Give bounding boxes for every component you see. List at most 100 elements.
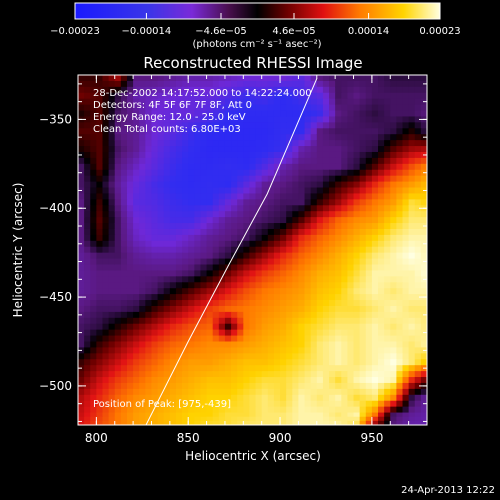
heatmap-cell xyxy=(237,187,244,195)
heatmap-cell xyxy=(335,246,342,254)
heatmap-cell xyxy=(96,110,104,118)
heatmap-cell xyxy=(145,163,153,171)
heatmap-cell xyxy=(322,140,330,147)
heatmap-cell xyxy=(267,193,275,200)
heatmap-cell xyxy=(267,110,275,118)
y-tick-label: −400 xyxy=(39,201,72,215)
annotation-detectors: Detectors: 4F 5F 6F 7F 8F, Att 0 xyxy=(93,100,252,111)
heatmap-cell xyxy=(249,382,257,390)
heatmap-cell xyxy=(169,416,177,422)
heatmap-cell xyxy=(249,300,257,307)
heatmap-cell xyxy=(163,252,171,260)
heatmap-cell xyxy=(206,276,214,283)
heatmap-cell xyxy=(90,151,97,159)
heatmap-cell xyxy=(212,187,220,195)
heatmap-cell xyxy=(206,264,214,272)
heatmap-cell xyxy=(169,341,177,349)
heatmap-cell xyxy=(151,347,159,354)
heatmap-cell xyxy=(108,353,116,360)
heatmap-cell xyxy=(237,282,244,289)
heatmap-cell xyxy=(182,323,189,331)
heatmap-cell xyxy=(206,394,214,402)
heatmap-cell xyxy=(390,347,397,354)
heatmap-cell xyxy=(96,122,104,129)
heatmap-cell xyxy=(188,388,195,396)
heatmap-cell xyxy=(335,169,342,177)
heatmap-cell xyxy=(133,110,140,118)
heatmap-cell xyxy=(243,187,251,195)
heatmap-cell xyxy=(378,157,385,165)
heatmap-cell xyxy=(102,140,110,147)
heatmap-cell xyxy=(347,75,355,82)
heatmap-cell xyxy=(273,223,281,230)
heatmap-cell xyxy=(273,104,281,112)
heatmap-cell xyxy=(365,80,373,88)
heatmap-cell xyxy=(194,258,202,266)
heatmap-cell xyxy=(261,329,269,337)
heatmap-cell xyxy=(224,264,232,272)
heatmap-cell xyxy=(151,146,159,153)
heatmap-cell xyxy=(335,122,342,129)
heatmap-cell xyxy=(335,335,342,343)
heatmap-cell xyxy=(194,217,202,224)
heatmap-cell xyxy=(298,406,306,414)
heatmap-cell xyxy=(224,193,232,200)
heatmap-cell xyxy=(169,75,177,82)
heatmap-cell xyxy=(286,347,293,354)
heatmap-cell xyxy=(231,75,238,82)
heatmap-cell xyxy=(353,223,361,230)
heatmap-cell xyxy=(402,104,410,112)
heatmap-cell xyxy=(157,163,165,171)
heatmap-cell xyxy=(249,347,257,354)
heatmap-cell xyxy=(96,329,104,337)
heatmap-cell xyxy=(78,234,85,242)
heatmap-cell xyxy=(194,300,202,307)
heatmap-cell xyxy=(102,258,110,266)
heatmap-cell xyxy=(335,258,342,266)
heatmap-cell xyxy=(322,98,330,106)
heatmap-cell xyxy=(341,234,348,242)
heatmap-cell xyxy=(341,157,348,165)
heatmap-cell xyxy=(371,317,379,325)
heatmap-cell xyxy=(365,359,373,366)
heatmap-cell xyxy=(243,317,251,325)
heatmap-cell xyxy=(420,86,427,94)
heatmap-cell xyxy=(280,335,287,343)
heatmap-cell xyxy=(310,193,318,200)
heatmap-cell xyxy=(316,86,324,94)
heatmap-cell xyxy=(145,75,153,82)
heatmap-cell xyxy=(218,104,226,112)
heatmap-cell xyxy=(84,365,91,372)
heatmap-cell xyxy=(249,388,257,396)
heatmap-cell xyxy=(310,276,318,283)
heatmap-cell xyxy=(304,98,312,106)
heatmap-cell xyxy=(108,377,116,384)
heatmap-cell xyxy=(231,128,238,135)
heatmap-cell xyxy=(310,294,318,301)
heatmap-cell xyxy=(396,288,404,295)
heatmap-cell xyxy=(335,199,342,206)
heatmap-cell xyxy=(212,223,220,230)
heatmap-cell xyxy=(390,329,397,337)
heatmap-cell xyxy=(169,98,177,106)
heatmap-cell xyxy=(286,80,293,88)
heatmap-cell xyxy=(353,270,361,277)
heatmap-cell xyxy=(114,294,122,301)
heatmap-cell xyxy=(365,205,373,212)
heatmap-cell xyxy=(292,128,300,135)
heatmap-cell xyxy=(249,371,257,378)
heatmap-cell xyxy=(322,104,330,112)
heatmap-cell xyxy=(157,258,165,266)
heatmap-cell xyxy=(90,382,97,390)
heatmap-cell xyxy=(237,128,244,135)
heatmap-cell xyxy=(359,223,367,230)
heatmap-cell xyxy=(90,193,97,200)
heatmap-cell xyxy=(237,264,244,272)
heatmap-cell xyxy=(126,276,134,283)
heatmap-cell xyxy=(390,317,397,325)
heatmap-cell xyxy=(261,382,269,390)
heatmap-cell xyxy=(329,400,336,408)
heatmap-cell xyxy=(175,246,183,254)
heatmap-cell xyxy=(341,228,348,236)
heatmap-cell xyxy=(341,282,348,289)
